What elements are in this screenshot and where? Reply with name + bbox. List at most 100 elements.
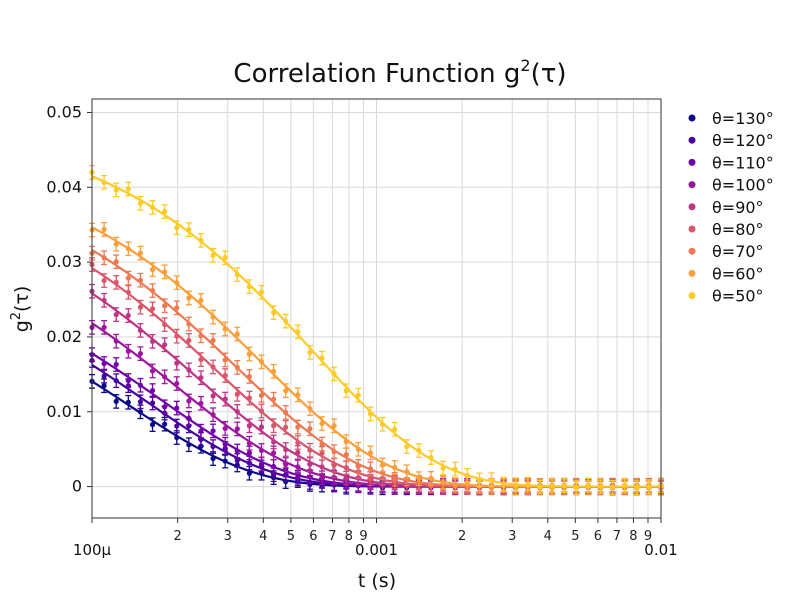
data-point: [319, 450, 325, 456]
y-tick-label: 0.03: [46, 252, 82, 271]
x-minor-tick-label: 7: [613, 529, 621, 544]
data-point: [198, 400, 204, 406]
data-point: [137, 277, 144, 283]
data-point: [174, 405, 180, 411]
data-point: [186, 367, 192, 373]
legend-item[interactable]: θ=60°: [688, 264, 764, 283]
data-point: [295, 392, 301, 398]
data-point: [162, 208, 168, 215]
data-point: [186, 415, 192, 421]
data-point: [125, 289, 131, 295]
data-point: [113, 378, 119, 384]
x-major-tick-label: 0.001: [355, 541, 398, 559]
data-point: [210, 314, 216, 320]
x-minor-tick-label: 9: [359, 529, 367, 544]
legend: θ=130° θ=120° θ=110° θ=100° θ=90° θ=80° θ=70° θ…: [688, 109, 774, 306]
data-point: [210, 252, 216, 258]
axes: [91, 98, 662, 519]
data-point: [283, 424, 289, 430]
data-point: [210, 393, 216, 399]
data-point: [149, 287, 156, 294]
data-point: [343, 452, 349, 458]
data-point: [295, 329, 301, 335]
x-minor-tick-label: 5: [287, 529, 295, 544]
data-point: [307, 447, 313, 453]
legend-item[interactable]: θ=70°: [688, 242, 764, 261]
data-point: [270, 310, 277, 316]
data-point: [270, 450, 277, 456]
data-point: [283, 388, 289, 394]
chart-title: Correlation Function g2(τ): [233, 56, 566, 89]
legend-label: θ=130°: [712, 109, 774, 128]
data-point: [622, 482, 628, 488]
data-point: [319, 441, 325, 447]
y-tick-label: 0.04: [46, 177, 82, 196]
data-point: [174, 423, 180, 429]
data-point: [258, 408, 265, 414]
legend-item[interactable]: θ=90°: [688, 198, 764, 217]
x-minor-tick-label: 2: [174, 529, 182, 544]
data-point: [149, 422, 156, 428]
data-point: [307, 349, 313, 356]
data-point: [113, 361, 119, 368]
data-point: [246, 440, 252, 446]
legend-item[interactable]: θ=120°: [688, 131, 774, 150]
legend-item[interactable]: θ=50°: [688, 287, 764, 306]
data-point: [125, 186, 131, 192]
data-point: [234, 331, 240, 337]
data-point: [101, 383, 107, 389]
data-point: [367, 466, 374, 472]
data-point: [343, 388, 349, 394]
x-minor-tick-label: 4: [544, 529, 552, 544]
data-point: [343, 465, 349, 471]
data-point: [137, 304, 144, 310]
data-point: [174, 333, 180, 339]
legend-label: θ=100°: [712, 176, 774, 195]
data-point: [125, 312, 131, 319]
data-point: [331, 462, 337, 468]
x-major-tick-label: 0.01: [644, 541, 677, 559]
data-point: [101, 255, 107, 261]
data-point: [440, 479, 446, 485]
legend-item[interactable]: θ=130°: [688, 109, 774, 128]
data-point: [137, 250, 144, 256]
x-axis-title: t (s): [358, 570, 396, 592]
data-point: [210, 412, 216, 418]
legend-item[interactable]: θ=100°: [688, 176, 774, 195]
y-axis-title: g2(τ): [9, 286, 33, 333]
data-point: [137, 200, 144, 206]
x-major-tick-label: 100μ: [73, 541, 112, 559]
data-point: [379, 462, 386, 468]
x-minor-tick-label: 6: [309, 529, 317, 544]
data-point: [186, 321, 192, 327]
data-point: [149, 306, 156, 312]
legend-marker: [688, 292, 696, 300]
data-point: [125, 275, 131, 281]
legend-item[interactable]: θ=80°: [688, 220, 764, 239]
data-point: [319, 475, 325, 481]
data-point: [258, 392, 265, 399]
data-point: [343, 475, 349, 481]
data-point: [162, 322, 168, 328]
data-point: [174, 434, 180, 441]
data-point: [186, 337, 192, 344]
data-point: [331, 371, 337, 377]
y-tick-label: 0: [72, 477, 82, 496]
data-point: [270, 463, 277, 470]
data-point: [246, 395, 252, 401]
data-point: [283, 461, 289, 468]
y-tick-label: 0.02: [46, 327, 82, 346]
data-point: [331, 448, 337, 455]
data-point: [270, 423, 277, 429]
data-point: [392, 426, 398, 432]
data-point: [101, 179, 107, 185]
legend-item[interactable]: θ=110°: [688, 153, 774, 172]
x-minor-tick-label: 6: [594, 529, 602, 544]
data-point: [416, 476, 422, 482]
legend-marker: [688, 269, 696, 277]
data-point: [210, 337, 216, 344]
data-point: [137, 351, 144, 357]
data-point: [331, 423, 337, 429]
data-point: [537, 484, 543, 490]
